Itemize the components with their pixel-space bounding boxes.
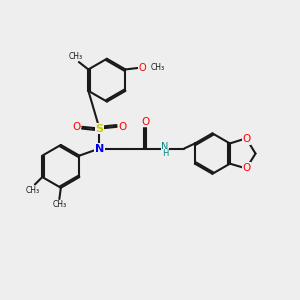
Text: O: O	[242, 134, 251, 144]
Text: CH₃: CH₃	[150, 63, 164, 72]
Text: O: O	[118, 122, 127, 132]
Text: O: O	[138, 63, 146, 73]
Text: N: N	[95, 143, 104, 154]
Text: S: S	[95, 124, 104, 134]
Text: O: O	[72, 122, 80, 132]
Text: N: N	[161, 142, 169, 152]
Text: CH₃: CH₃	[52, 200, 66, 209]
Text: H: H	[162, 149, 168, 158]
Text: CH₃: CH₃	[68, 52, 83, 61]
Text: O: O	[242, 163, 251, 173]
Text: O: O	[141, 117, 150, 127]
Text: CH₃: CH₃	[26, 186, 40, 195]
